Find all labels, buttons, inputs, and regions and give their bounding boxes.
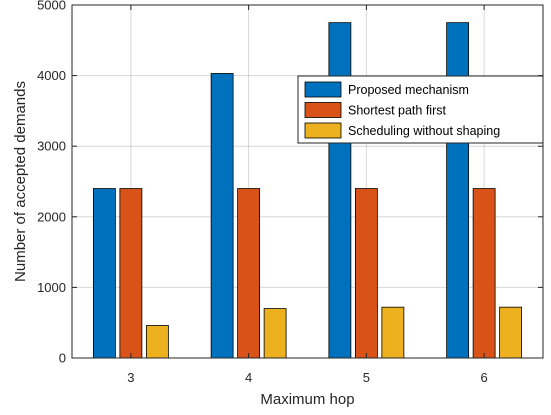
x-tick-label: 3	[127, 370, 134, 385]
grid-lines	[72, 4, 543, 359]
legend-label: Shortest path first	[348, 104, 446, 118]
y-tick-label: 4000	[37, 68, 66, 83]
y-tick-label: 5000	[37, 0, 66, 13]
x-tick-label: 6	[481, 370, 488, 385]
bar-shortest-path-first-5	[354, 188, 378, 359]
bar-shortest-path-first-3	[119, 188, 143, 359]
x-tick-label: 5	[363, 370, 370, 385]
x-axis-ticks: 3 4 5 6	[127, 5, 488, 385]
x-tick-label: 4	[245, 370, 252, 385]
bar-scheduling-without-shaping-5	[381, 306, 405, 359]
bar-scheduling-without-shaping-3	[145, 325, 169, 359]
bar-scheduling-without-shaping-4	[263, 308, 287, 359]
bar-scheduling-without-shaping-6	[499, 306, 523, 359]
bar-shortest-path-first-6	[472, 188, 496, 359]
bar-proposed-mechanism-5	[328, 22, 352, 359]
axes-box	[71, 4, 544, 359]
bar-shortest-path-first-4	[237, 188, 261, 359]
y-tick-label: 1000	[37, 280, 66, 295]
legend-swatch	[304, 102, 342, 118]
legend-label: Scheduling without shaping	[348, 124, 500, 138]
legend: Proposed mechanism Shortest path first Sch…	[297, 75, 544, 144]
legend-label: Proposed mechanism	[348, 83, 469, 97]
y-tick-label: 0	[59, 351, 66, 366]
x-axis-label: Maximum hop	[260, 391, 354, 408]
bars	[92, 22, 523, 359]
y-tick-label: 2000	[37, 209, 66, 224]
bar-proposed-mechanism-4	[210, 73, 234, 359]
y-axis-label: Number of accepted demands	[12, 81, 29, 282]
bar-proposed-mechanism-6	[446, 22, 470, 359]
legend-swatch	[304, 122, 342, 139]
y-axis-ticks: 0 1000 2000 3000 4000 5000	[37, 0, 543, 366]
y-tick-label: 3000	[37, 139, 66, 154]
legend-swatch	[304, 81, 342, 98]
bar-proposed-mechanism-3	[92, 188, 116, 359]
